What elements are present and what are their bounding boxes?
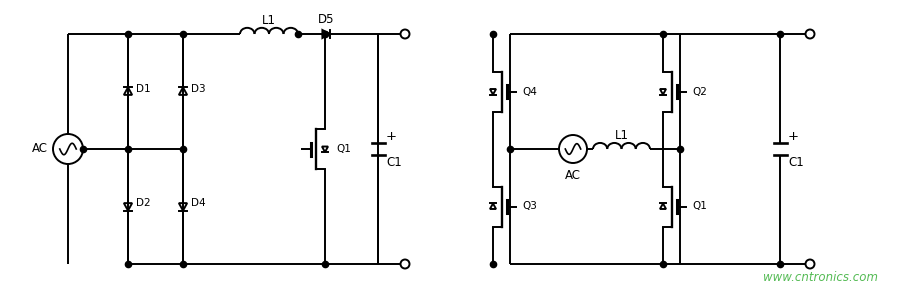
Text: +: + — [386, 131, 397, 143]
Circle shape — [806, 29, 814, 39]
Text: www.cntronics.com: www.cntronics.com — [763, 271, 878, 284]
Text: C1: C1 — [788, 157, 804, 169]
Text: Q2: Q2 — [692, 86, 706, 96]
Text: +: + — [788, 131, 799, 143]
Text: C1: C1 — [386, 157, 401, 169]
Text: L1: L1 — [262, 14, 276, 27]
Text: AC: AC — [565, 169, 581, 182]
Text: D1: D1 — [136, 84, 150, 93]
Text: D3: D3 — [191, 84, 205, 93]
Circle shape — [53, 134, 83, 164]
Text: D2: D2 — [136, 199, 150, 208]
Text: D5: D5 — [318, 13, 334, 26]
Text: AC: AC — [32, 142, 48, 156]
Circle shape — [400, 29, 410, 39]
Text: Q3: Q3 — [522, 201, 537, 211]
Circle shape — [806, 260, 814, 269]
Text: Q1: Q1 — [692, 201, 706, 211]
Circle shape — [559, 135, 587, 163]
Text: D4: D4 — [191, 199, 205, 208]
Circle shape — [400, 260, 410, 269]
Text: Q4: Q4 — [522, 86, 537, 96]
Text: Q1: Q1 — [336, 144, 351, 154]
Text: L1: L1 — [615, 129, 628, 142]
